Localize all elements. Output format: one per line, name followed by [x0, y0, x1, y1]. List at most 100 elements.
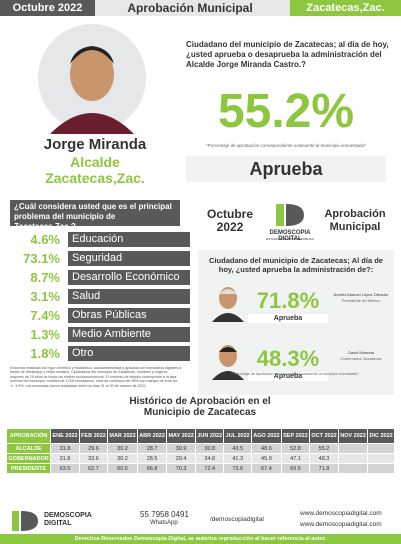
- table-cell: 72.4: [195, 463, 225, 474]
- approval-label: Aprueba: [186, 156, 386, 182]
- problem-label: Otro: [68, 346, 190, 361]
- table-cell: 41.3: [223, 453, 252, 464]
- table-cell: 60.6: [107, 463, 138, 474]
- column-header: FEB 2022: [78, 428, 109, 444]
- footer-whatsapp: WhatsApp: [150, 520, 178, 526]
- table-cell: 67.4: [250, 463, 282, 474]
- table-cell: 66.8: [136, 463, 168, 474]
- profile-city: Zacatecas,Zac.: [45, 170, 145, 186]
- table-cell: [337, 443, 369, 454]
- column-header: SEP 2022: [280, 428, 311, 444]
- column-header: DIC 2022: [367, 428, 395, 444]
- problem-row: 1.3% Medio Ambiente: [10, 327, 190, 342]
- table-row: PRESIDENTE 63.5 62.7 60.6 66.8 70.3 72.4 73.6 67…: [5, 463, 395, 474]
- problem-row: 8.7% Desarrollo Económico: [10, 270, 190, 285]
- header-title: Aprobación Municipal: [127, 1, 253, 15]
- person-value: 48.3%: [256, 346, 320, 371]
- table-cell: [337, 463, 369, 474]
- problem-row: 4.6% Educación: [10, 232, 190, 247]
- table-row: ALCALDE 31.8 29.6 30.2 28.7 30.9 30.8 43.5 48.6 5…: [5, 443, 395, 454]
- footer-web: www.demoscopiadigital.com: [300, 510, 382, 517]
- problem-label: Obras Públicas: [68, 308, 190, 323]
- table-cell: [367, 443, 395, 454]
- history-title: Histórico de Aprobación en el Municipio …: [129, 396, 271, 418]
- table-cell: 71.8: [309, 463, 339, 474]
- table-cell: 28.7: [136, 443, 168, 454]
- footer-web: www.demoscopiadigital.com: [300, 521, 382, 528]
- column-header: NOV 2022: [337, 428, 369, 444]
- problem-percent: 8.7%: [30, 270, 60, 285]
- column-header: ENE 2022: [50, 428, 80, 444]
- problem-row: 7.4% Obras Públicas: [10, 308, 190, 323]
- history-table: APROBACIÓN ENE 2022 FEB 2022 MAR 2022 ABR 20…: [5, 428, 395, 474]
- problem-percent: 73.1%: [23, 251, 60, 266]
- header-date: Octubre 2022: [0, 0, 95, 16]
- table-cell: 29.6: [78, 443, 109, 454]
- person-name: David Monreal: [348, 350, 374, 355]
- table-cell: 30.9: [166, 443, 197, 454]
- table-cell: 45.9: [250, 453, 282, 464]
- brand-logo: DEMOSCOPIA DIGITAL: [269, 230, 311, 242]
- column-header: JUL 2022: [223, 428, 252, 444]
- table-cell: 33.6: [78, 453, 109, 464]
- person-photo: [212, 345, 244, 380]
- problem-percent: 3.1%: [30, 289, 60, 304]
- table-cell: 48.6: [250, 443, 282, 454]
- footer-rights: Derechos Reservados Demoscopia Digital, …: [0, 534, 401, 544]
- problems-question: ¿Cuál considera usted que es el principa…: [14, 202, 172, 231]
- column-header: AGO 2022: [250, 428, 282, 444]
- row-header: PRESIDENTE: [5, 463, 52, 474]
- table-cell: [367, 453, 395, 464]
- problem-row: 1.8% Otro: [10, 346, 190, 361]
- approval-question: Ciudadano del municipio de Zacatecas; al…: [186, 40, 389, 69]
- person-role: Presidente de México: [341, 298, 381, 303]
- problem-row: 73.1% Seguridad: [10, 251, 190, 266]
- row-header: GOBERNADOR: [5, 453, 52, 464]
- problem-label: Educación: [68, 232, 190, 247]
- profile-role: Alcalde: [70, 154, 120, 170]
- person-name: Andrés Manuel López Obrador: [333, 292, 389, 297]
- table-cell: 48.3: [309, 453, 339, 464]
- others-note: *Porcentaje de aprobación correspondient…: [231, 372, 359, 376]
- brand-title: Aprobación Municipal: [324, 208, 386, 233]
- table-cell: 29.4: [166, 453, 197, 464]
- problem-label: Desarrollo Económico: [68, 270, 190, 285]
- problem-percent: 7.4%: [30, 308, 60, 323]
- column-header: MAY 2022: [166, 428, 197, 444]
- problem-label: Salud: [68, 289, 190, 304]
- problem-label: Seguridad: [68, 251, 190, 266]
- row-header: ALCALDE: [5, 443, 52, 454]
- column-header: OCT 2022: [309, 428, 339, 444]
- person-label: Aprueba: [248, 372, 328, 381]
- table-cell: 30.8: [195, 443, 225, 454]
- person-value: 71.8%: [256, 288, 320, 313]
- table-cell: 70.3: [166, 463, 197, 474]
- table-cell: 52.8: [280, 443, 311, 454]
- table-cell: [367, 463, 395, 474]
- approval-value: 55.2%: [217, 85, 355, 138]
- problem-percent: 1.3%: [30, 327, 60, 342]
- problem-label: Medio Ambiente: [68, 327, 190, 342]
- column-header: APROBACIÓN: [5, 428, 52, 444]
- person-photo: [212, 287, 244, 322]
- table-cell: 55.2: [309, 443, 339, 454]
- person-role: Gobernador Zacatecas: [340, 356, 382, 361]
- problems-header: [10, 200, 180, 226]
- brand-icon: [276, 204, 304, 226]
- table-cell: 31.8: [50, 453, 80, 464]
- brand-logo-sub: ESTUDIOS DE OPINIÓN PÚBLICA: [266, 237, 314, 241]
- table-cell: 30.2: [107, 443, 138, 454]
- table-cell: 69.5: [280, 463, 311, 474]
- table-row: GOBERNADOR 31.8 33.6 30.2 28.5 29.4 34.8 41.3 45…: [5, 453, 395, 464]
- methodology: Encuesta realizada con rigor científico …: [10, 366, 182, 388]
- column-header: MAR 2022: [107, 428, 138, 444]
- brand-date: Octubre 2022: [206, 207, 253, 234]
- table-cell: 28.5: [136, 453, 168, 464]
- table-cell: 47.1: [280, 453, 311, 464]
- table-cell: 34.8: [195, 453, 225, 464]
- problem-percent: 4.6%: [30, 232, 60, 247]
- approval-note: *Porcentaje de aprobación correspondient…: [206, 143, 366, 148]
- header-place: Zacatecas,Zac.: [290, 0, 401, 16]
- footer-phone: 55 7958 0491: [140, 510, 189, 519]
- footer-icon: [12, 511, 38, 531]
